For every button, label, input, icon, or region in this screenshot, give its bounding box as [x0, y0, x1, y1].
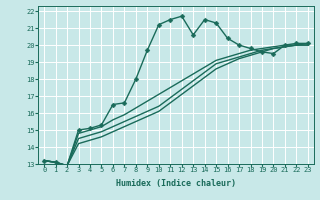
X-axis label: Humidex (Indice chaleur): Humidex (Indice chaleur): [116, 179, 236, 188]
